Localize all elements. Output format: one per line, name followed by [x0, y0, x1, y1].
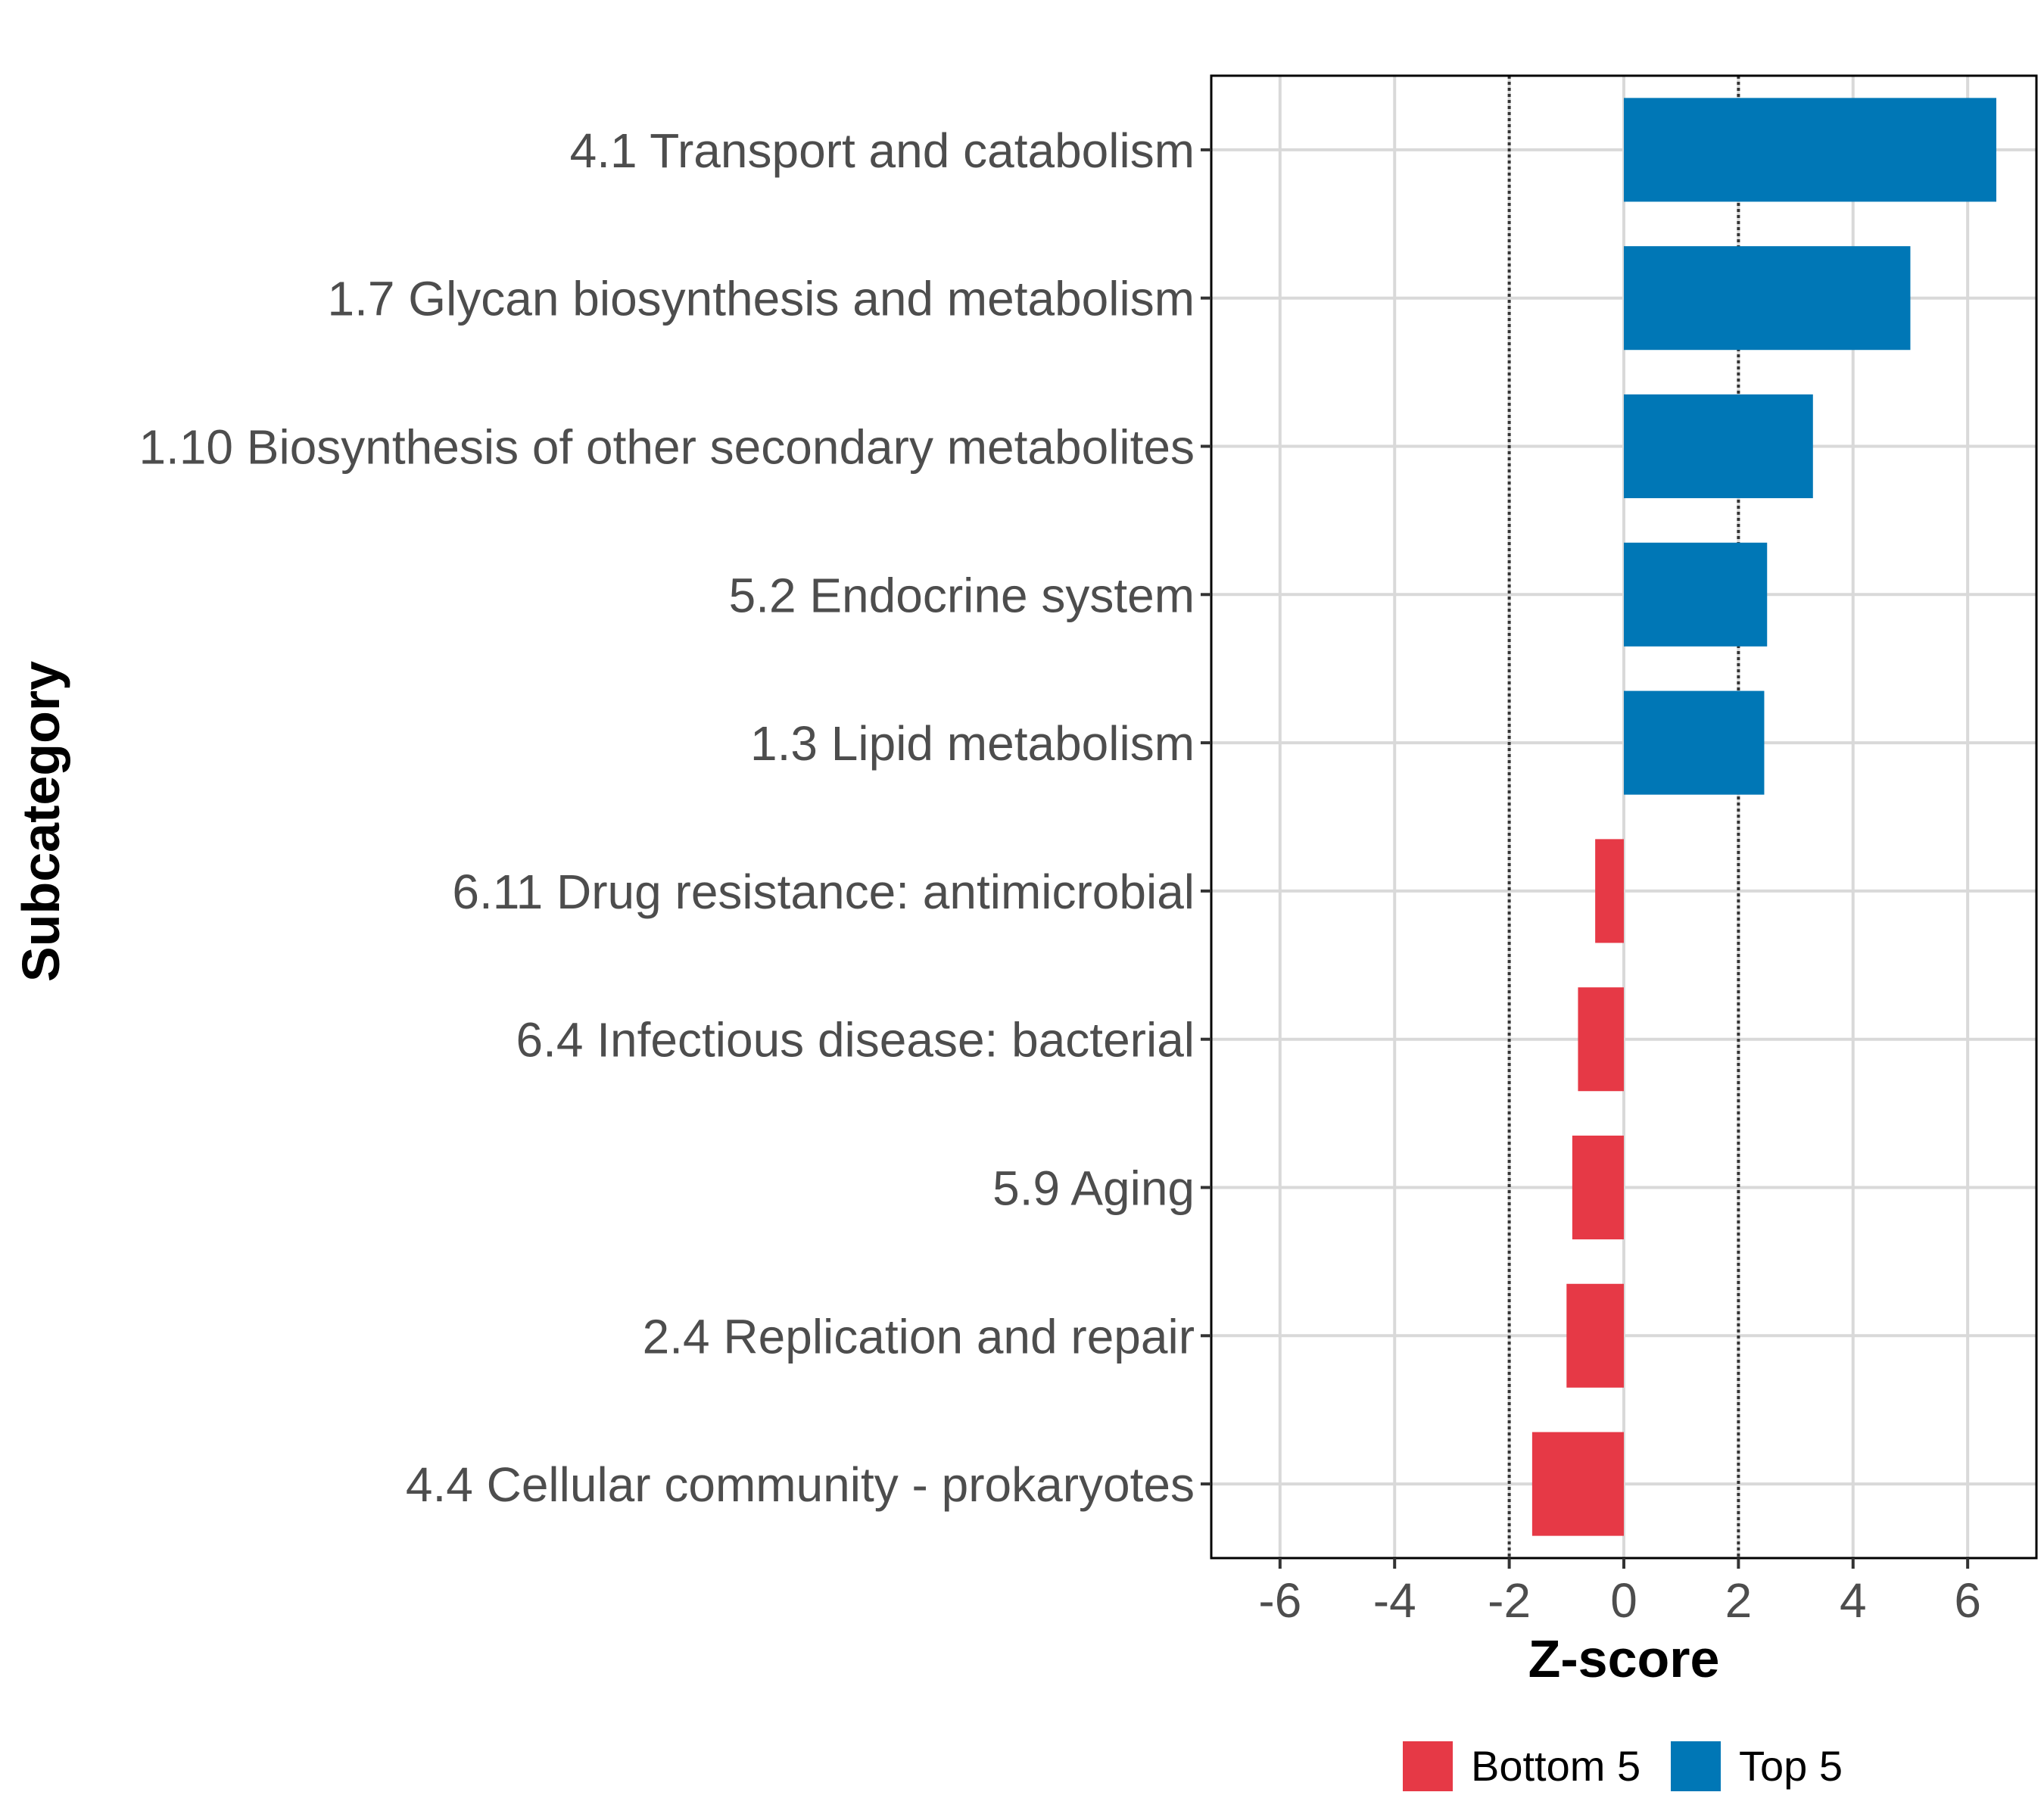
bar [1566, 1283, 1624, 1388]
bar [1624, 98, 1997, 202]
x-tick-label: 0 [1610, 1573, 1637, 1628]
y-tick-label: 1.7 Glycan biosynthesis and metabolism [328, 272, 1195, 326]
x-tick-label: -4 [1373, 1573, 1416, 1628]
bar [1595, 839, 1624, 943]
y-tick-label: 1.10 Biosynthesis of other secondary met… [139, 420, 1195, 475]
y-tick-label: 6.4 Infectious disease: bacterial [516, 1013, 1195, 1067]
x-axis-title: Z-score [1528, 1629, 1720, 1688]
legend: Bottom 5 Top 5 [1403, 1741, 1843, 1791]
bar [1624, 690, 1765, 795]
bars [1531, 98, 1997, 1536]
legend-swatch [1671, 1741, 1721, 1791]
reference-lines [1507, 76, 1740, 1558]
x-axis: -6 -4 -2 0 2 4 6 [1258, 1558, 1981, 1628]
y-tick-label: 1.3 Lipid metabolism [750, 716, 1195, 771]
y-axis-title: Subcategory [11, 661, 70, 982]
y-tick-label: 5.9 Aging [992, 1161, 1195, 1216]
y-tick-label: 4.1 Transport and catabolism [570, 123, 1195, 178]
legend-swatch [1403, 1741, 1453, 1791]
y-tick-label: 2.4 Replication and repair [643, 1309, 1195, 1364]
x-tick-label: -2 [1488, 1573, 1531, 1628]
legend-label: Top 5 [1739, 1742, 1843, 1790]
y-tick-label: 4.4 Cellular community - prokaryotes [406, 1457, 1195, 1512]
bar [1624, 542, 1768, 647]
x-tick-label: 4 [1840, 1573, 1867, 1628]
x-tick-label: 6 [1954, 1573, 1981, 1628]
bar [1624, 246, 1911, 351]
y-tick-label: 6.11 Drug resistance: antimicrobial [452, 865, 1195, 919]
x-tick-label: 2 [1725, 1573, 1753, 1628]
y-tick-label: 5.2 Endocrine system [729, 568, 1195, 622]
bar [1531, 1432, 1624, 1536]
bar [1624, 394, 1813, 499]
x-tick-label: -6 [1258, 1573, 1301, 1628]
y-axis: 4.1 Transport and catabolism 1.7 Glycan b… [139, 123, 1211, 1512]
legend-label: Bottom 5 [1471, 1742, 1640, 1790]
bar [1578, 987, 1624, 1092]
bar [1572, 1135, 1624, 1240]
